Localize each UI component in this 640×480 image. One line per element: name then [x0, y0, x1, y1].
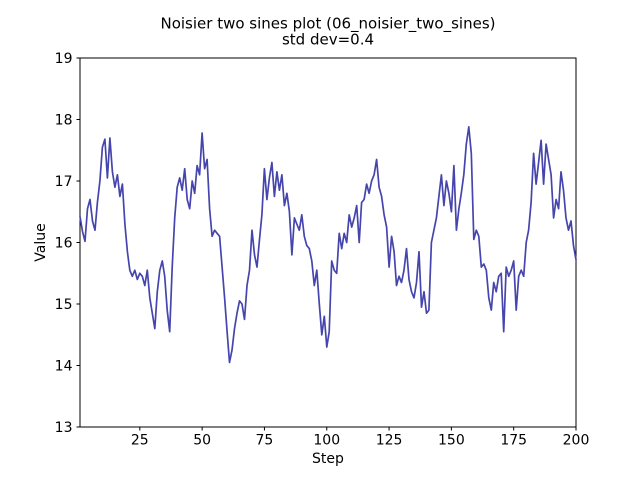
x-axis-label: Step — [312, 451, 344, 467]
y-axis-label: Value — [33, 223, 49, 261]
x-tick-label: 75 — [256, 433, 274, 449]
noisy-sine-line-series — [79, 126, 577, 364]
plot-area-border — [79, 57, 577, 428]
x-tick-label: 175 — [500, 433, 527, 449]
y-tick-label: 13 — [55, 420, 73, 436]
x-tick-label: 100 — [313, 433, 340, 449]
y-tick-label: 19 — [55, 51, 73, 67]
y-tick-label: 14 — [55, 359, 73, 375]
y-tick-label: 18 — [55, 113, 73, 129]
x-tick-label: 200 — [563, 433, 590, 449]
x-axis-ticks: 25 50 75 100 125 150 175 200 — [131, 427, 589, 449]
chart-title-line1: Noisier two sines plot (06_noisier_two_s… — [160, 15, 495, 34]
x-tick-label: 150 — [438, 433, 465, 449]
y-tick-label: 17 — [55, 174, 73, 190]
x-tick-label: 50 — [193, 433, 211, 449]
x-tick-label: 25 — [131, 433, 149, 449]
x-tick-label: 125 — [376, 433, 403, 449]
y-tick-label: 16 — [55, 236, 73, 252]
chart-title-line2: std dev=0.4 — [282, 31, 374, 49]
y-axis-ticks: 13 14 15 16 17 18 19 — [55, 51, 80, 436]
y-tick-label: 15 — [55, 297, 73, 313]
